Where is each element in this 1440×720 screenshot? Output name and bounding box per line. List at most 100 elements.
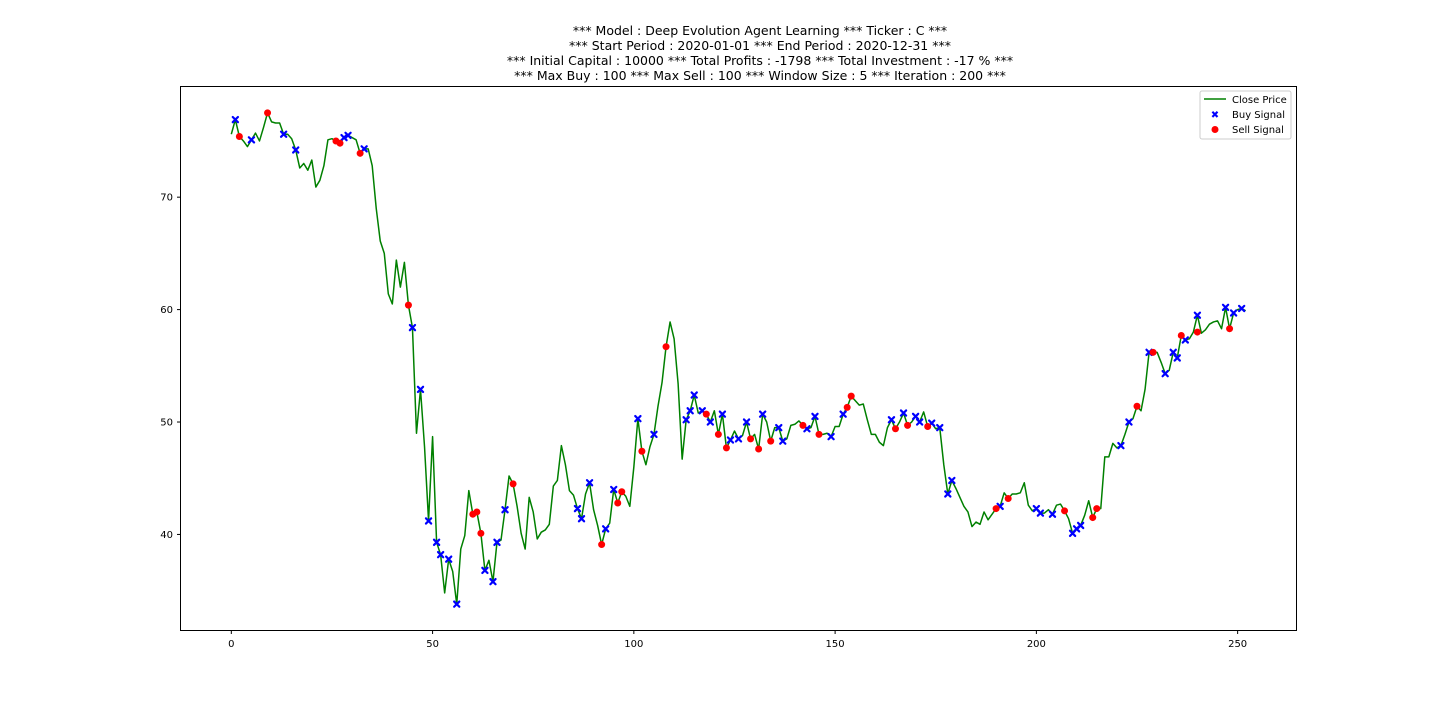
sell-signal-marker: [1061, 507, 1069, 515]
buy-signal-marker: [493, 538, 501, 547]
buy-signal-marker: [453, 600, 461, 608]
buy-signal-marker: [247, 136, 256, 144]
legend: Close Price ✖ Buy Signal Sell Signal: [1199, 90, 1292, 140]
buy-signal-marker: [601, 525, 610, 533]
sell-signal-marker: [336, 139, 344, 147]
buy-signal-marker: [1173, 354, 1181, 362]
buy-signal-marker: [292, 146, 300, 154]
buy-signal-marker: [340, 133, 348, 142]
sell-signal-marker: [614, 499, 622, 507]
buy-signal-marker: [344, 131, 352, 140]
buy-signal-marker: [1048, 510, 1057, 518]
buy-signal-marker: [444, 555, 453, 563]
sell-signal-marker: [702, 410, 710, 418]
sell-signal-marker: [891, 425, 899, 433]
buy-signal-marker: [1036, 509, 1045, 517]
buy-signal-marker: [360, 145, 368, 153]
buy-signal-marker: [585, 479, 594, 487]
x-tick-label: 0: [228, 639, 234, 650]
sell-signal-marker: [404, 301, 412, 309]
buy-signal-marker: [734, 435, 743, 443]
buy-signal-marker: [489, 577, 497, 586]
legend-buy-signal-label: Buy Signal: [1232, 110, 1285, 121]
buy-signal-marker: [827, 432, 835, 441]
buy-signal-marker: [577, 515, 586, 523]
buy-signal-marker: [682, 416, 690, 424]
buy-signal-marker: [911, 412, 920, 421]
sell-signal-marker: [1226, 325, 1234, 333]
buy-signal-marker: [1181, 336, 1190, 344]
sell-signal-marker: [1089, 514, 1097, 522]
sell-signal-marker: [767, 437, 775, 445]
y-tick-label: 50: [160, 418, 173, 429]
title-line-2: *** Start Period : 2020-01-01 *** End Pe…: [569, 38, 951, 53]
buy-signal-marker: [726, 436, 735, 444]
buy-signal-marker: [1117, 441, 1125, 450]
buy-signal-marker: [1193, 311, 1202, 319]
legend-close-price-label: Close Price: [1232, 95, 1287, 106]
x-tick-label: 100: [624, 639, 643, 650]
title-line-3: *** Initial Capital : 10000 *** Total Pr…: [507, 53, 1013, 68]
sell-signal-marker: [1133, 402, 1141, 410]
buy-signal-marker: [758, 410, 767, 418]
buy-signal-marker: [424, 517, 433, 525]
y-tick-label: 60: [160, 305, 173, 316]
sell-signal-marker: [924, 423, 932, 431]
sell-signal-marker: [662, 343, 670, 351]
title-line-1: *** Model : Deep Evolution Agent Learnin…: [573, 23, 947, 38]
legend-sell-signal-label: Sell Signal: [1232, 125, 1284, 136]
series-layer: [230, 109, 1247, 608]
buy-signal-marker: [1221, 303, 1230, 312]
buy-signal-marker: [408, 323, 417, 332]
sell-signal-marker: [992, 505, 1000, 513]
buy-signal-marker: [839, 410, 847, 418]
legend-sell-signal-marker: [1211, 126, 1219, 133]
buy-signal-marker: [610, 485, 618, 494]
sell-signal-marker: [509, 480, 517, 488]
sell-signal-marker: [1177, 331, 1185, 339]
y-tick-label: 40: [160, 530, 173, 541]
buy-signal-marker: [811, 412, 819, 421]
buy-signal-marker: [279, 130, 288, 138]
buy-signal-marker: [416, 385, 425, 394]
x-tick-label: 50: [426, 639, 439, 650]
legend-box: [1199, 90, 1292, 140]
y-axis: 40 50 60 70: [160, 193, 181, 541]
sell-signal-marker: [638, 447, 646, 455]
sell-signal-marker: [843, 403, 851, 411]
buy-signal-marker: [706, 418, 715, 426]
buy-signal-marker: [948, 476, 956, 485]
sell-signal-marker: [1004, 494, 1012, 502]
sell-signal-marker: [235, 132, 243, 140]
sell-signal-marker: [1093, 505, 1101, 513]
buy-signal-marker: [501, 506, 509, 514]
buy-signal-marker: [432, 538, 441, 547]
x-axis: 0 50 100 150 200 250: [228, 630, 1247, 650]
plot-area: [180, 86, 1297, 631]
buy-signal-marker: [1237, 304, 1246, 313]
sell-signal-marker: [722, 444, 730, 452]
buy-signal-marker: [481, 566, 489, 575]
sell-signal-marker: [904, 421, 912, 429]
buy-signal-marker: [779, 437, 787, 445]
buy-signal-marker: [1169, 348, 1177, 357]
buy-signal-marker: [650, 430, 658, 439]
x-tick-label: 250: [1228, 639, 1247, 650]
buy-signal-marker: [1076, 521, 1085, 530]
chart-title: *** Model : Deep Evolution Agent Learnin…: [507, 23, 1013, 83]
sell-signal-marker: [1193, 328, 1201, 336]
buy-signal-marker: [742, 418, 751, 426]
sell-signal-marker: [799, 421, 807, 429]
sell-signal-marker: [714, 430, 722, 438]
buy-signal-marker: [686, 407, 694, 415]
buy-signal-marker: [1161, 369, 1169, 378]
sell-signal-marker: [356, 149, 364, 157]
sell-signal-marker: [473, 508, 481, 516]
buy-signal-marker: [775, 423, 783, 432]
buy-signal-marker: [573, 504, 582, 513]
sell-signal-marker: [477, 529, 485, 537]
buy-signal-marker: [887, 416, 896, 424]
buy-signal-marker: [690, 391, 698, 399]
title-line-4: *** Max Buy : 100 *** Max Sell : 100 ***…: [514, 68, 1006, 83]
